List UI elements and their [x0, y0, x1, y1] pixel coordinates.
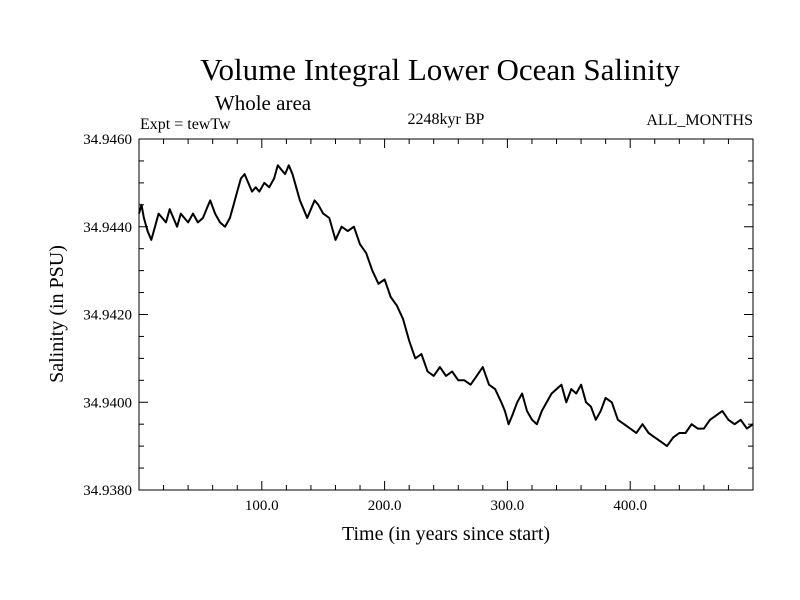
x-tick-label: 400.0	[613, 498, 647, 514]
x-tick-label: 300.0	[491, 498, 525, 514]
plot-frame	[138, 138, 754, 491]
x-tick-label: 100.0	[245, 498, 279, 514]
chart-title: Volume Integral Lower Ocean Salinity	[200, 52, 680, 87]
y-tick-label: 34.9440	[83, 220, 132, 236]
period-label: 2248kyr BP	[408, 111, 485, 128]
y-tick-label: 34.9420	[83, 308, 132, 324]
months-label: ALL_MONTHS	[646, 112, 753, 129]
y-tick-label: 34.9460	[83, 132, 132, 148]
y-tick-label: 34.9380	[83, 483, 132, 499]
salinity-series-line	[138, 164, 754, 448]
chart-subtitle: Whole area	[215, 91, 312, 115]
x-axis-label: Time (in years since start)	[342, 523, 550, 545]
y-axis-label: Salinity (in PSU)	[46, 245, 68, 383]
x-tick-label: 200.0	[368, 498, 402, 514]
experiment-label: Expt = tewTw	[140, 116, 231, 133]
y-tick-label: 34.9400	[83, 395, 132, 411]
axis-ticks: 100.0 200.0 300.0 400.0 34.9380 34.9400 34.942…	[83, 132, 753, 514]
